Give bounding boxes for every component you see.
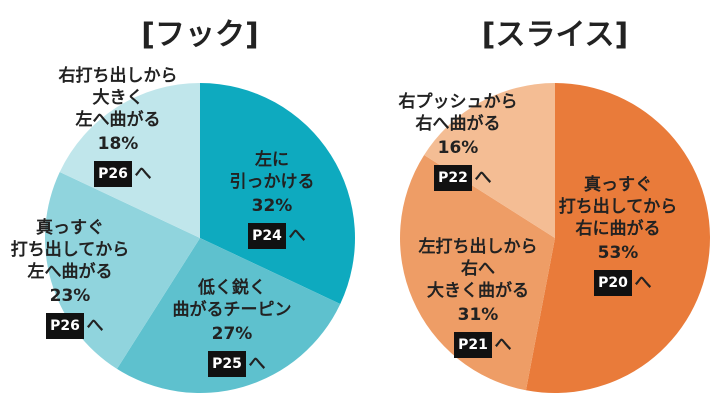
page-box bbox=[94, 161, 132, 187]
page-suffix: へ bbox=[135, 164, 152, 184]
slice-label: 真っすぐ打ち出してから右に曲がる bbox=[559, 174, 678, 239]
page-ref: P20 bbox=[598, 275, 628, 291]
page-suffix: へ bbox=[87, 316, 104, 336]
page-ref: P26 bbox=[98, 166, 128, 182]
slice-label: 真っすぐ打ち出してから左へ曲がる bbox=[11, 217, 130, 282]
pie-slice bbox=[116, 238, 341, 393]
page-ref: P26 bbox=[50, 318, 80, 334]
value-label: 53% bbox=[598, 243, 639, 263]
chart-title: [スライス] bbox=[482, 18, 629, 53]
chart-title: [フック] bbox=[141, 18, 258, 53]
pie-slice bbox=[424, 83, 555, 238]
value-label: 16% bbox=[438, 138, 479, 158]
page-ref: P21 bbox=[458, 337, 488, 353]
page-suffix: へ bbox=[495, 335, 512, 355]
page-box bbox=[434, 165, 472, 191]
slice-label: 低く鋭く曲がるチーピン bbox=[173, 277, 292, 320]
slice-label: 右打ち出しから大きく左へ曲がる bbox=[59, 65, 178, 130]
page-suffix: へ bbox=[475, 168, 492, 188]
slice-label: 左に引っかける bbox=[230, 149, 315, 192]
page-box bbox=[46, 313, 84, 339]
pie-slice bbox=[525, 83, 711, 393]
slice-label: 右プッシュから右へ曲がる bbox=[399, 91, 518, 134]
pie-slice bbox=[59, 82, 201, 238]
value-label: 27% bbox=[212, 324, 253, 344]
page-suffix: へ bbox=[249, 354, 266, 374]
page-box bbox=[454, 332, 492, 358]
page-box bbox=[208, 351, 246, 377]
page-suffix: へ bbox=[635, 273, 652, 293]
page-ref: P22 bbox=[438, 170, 468, 186]
page-suffix: へ bbox=[289, 226, 306, 246]
value-label: 23% bbox=[50, 286, 91, 306]
value-label: 18% bbox=[98, 134, 139, 154]
page-ref: P24 bbox=[252, 228, 282, 244]
page-box bbox=[248, 223, 286, 249]
page-ref: P25 bbox=[212, 356, 242, 372]
pie-slice bbox=[200, 83, 355, 304]
pie-slice bbox=[400, 154, 555, 391]
value-label: 32% bbox=[252, 196, 293, 216]
slice-label: 左打ち出しから右へ大きく曲がる bbox=[419, 236, 538, 301]
page-box bbox=[594, 270, 632, 296]
value-label: 31% bbox=[458, 305, 499, 325]
